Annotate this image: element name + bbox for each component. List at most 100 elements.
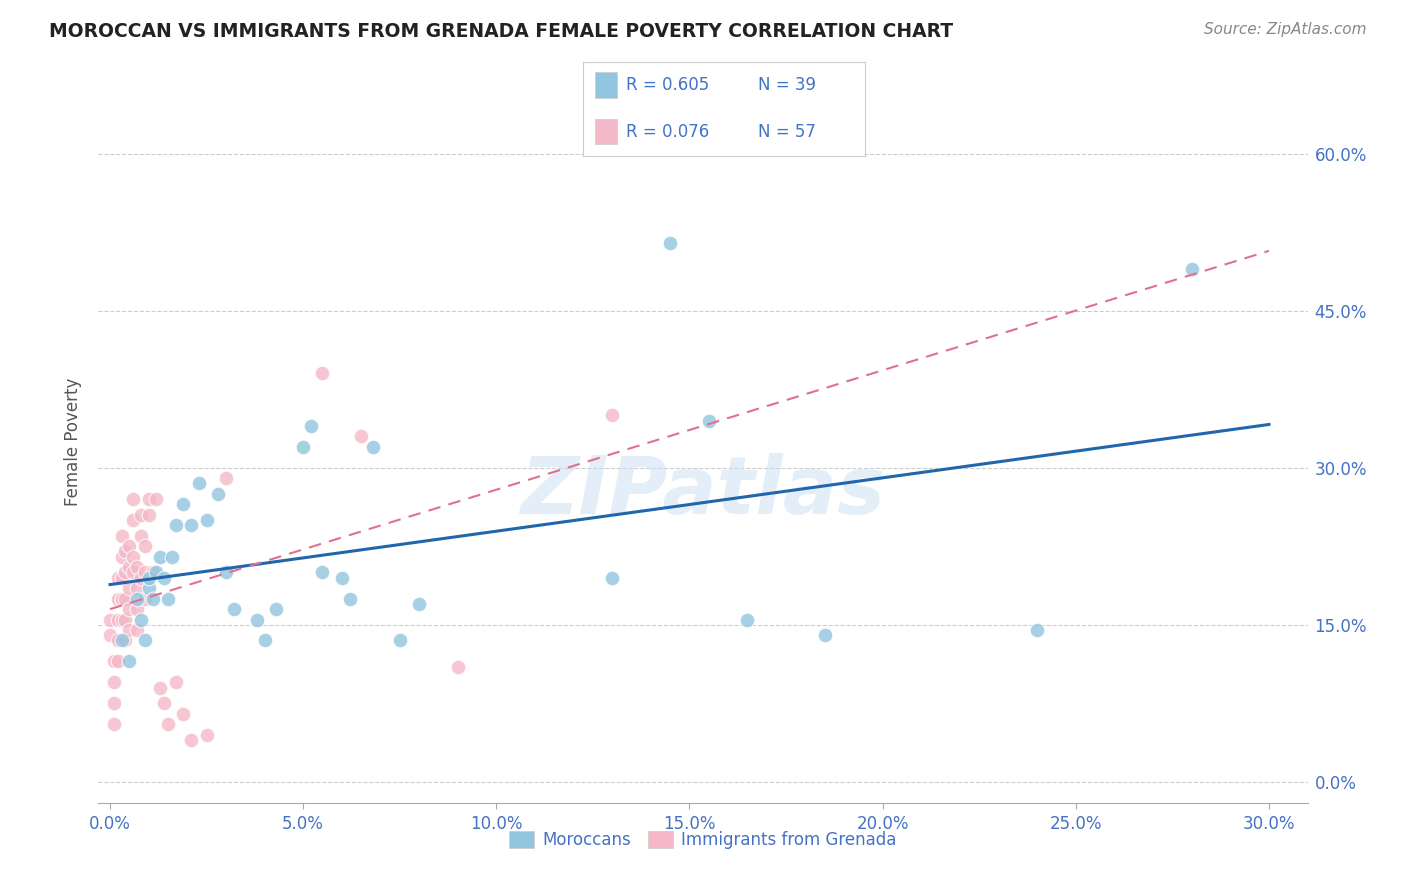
Point	[118, 581, 141, 595]
Point	[103, 696, 125, 710]
Point	[122, 492, 145, 507]
Point	[299, 418, 322, 433]
Point	[138, 581, 160, 595]
Point	[388, 633, 411, 648]
Point	[103, 655, 125, 669]
Point	[600, 571, 623, 585]
Point	[110, 633, 132, 648]
Point	[114, 633, 136, 648]
Point	[125, 560, 148, 574]
Bar	[595, 72, 617, 97]
Point	[114, 591, 136, 606]
Point	[311, 566, 333, 580]
Point	[110, 613, 132, 627]
Point	[187, 476, 209, 491]
Point	[110, 549, 132, 564]
Point	[110, 591, 132, 606]
Bar	[595, 119, 617, 145]
Point	[253, 633, 276, 648]
Point	[118, 560, 141, 574]
Point	[180, 733, 202, 747]
Point	[292, 440, 315, 454]
Point	[107, 655, 129, 669]
Point	[118, 539, 141, 553]
Point	[145, 492, 167, 507]
Point	[107, 613, 129, 627]
Point	[103, 675, 125, 690]
Point	[153, 696, 176, 710]
Point	[138, 508, 160, 522]
Point	[138, 492, 160, 507]
Point	[1026, 623, 1049, 637]
Point	[207, 487, 229, 501]
Point	[138, 571, 160, 585]
Point	[361, 440, 384, 454]
Point	[149, 549, 172, 564]
Text: R = 0.076: R = 0.076	[626, 123, 709, 141]
Point	[264, 602, 287, 616]
Point	[125, 602, 148, 616]
Point	[145, 566, 167, 580]
Text: ZIPatlas: ZIPatlas	[520, 453, 886, 531]
Point	[98, 628, 121, 642]
Point	[118, 655, 141, 669]
Point	[330, 571, 353, 585]
Point	[118, 623, 141, 637]
Text: N = 39: N = 39	[758, 76, 815, 94]
Point	[141, 566, 163, 580]
Legend: Moroccans, Immigrants from Grenada: Moroccans, Immigrants from Grenada	[502, 824, 904, 856]
Point	[814, 628, 837, 642]
Point	[195, 513, 218, 527]
Point	[165, 675, 187, 690]
Point	[737, 613, 759, 627]
Point	[134, 539, 156, 553]
Point	[129, 529, 152, 543]
Point	[215, 471, 238, 485]
Point	[122, 549, 145, 564]
Point	[222, 602, 245, 616]
Point	[172, 706, 194, 721]
Point	[1181, 261, 1204, 276]
Point	[156, 591, 179, 606]
Point	[110, 529, 132, 543]
Point	[134, 633, 156, 648]
Point	[129, 613, 152, 627]
Point	[156, 717, 179, 731]
Point	[107, 591, 129, 606]
Point	[129, 571, 152, 585]
Point	[125, 623, 148, 637]
Y-axis label: Female Poverty: Female Poverty	[65, 377, 83, 506]
Point	[107, 633, 129, 648]
Point	[110, 591, 132, 606]
Point	[195, 728, 218, 742]
Point	[122, 566, 145, 580]
Text: N = 57: N = 57	[758, 123, 815, 141]
Point	[149, 681, 172, 695]
Point	[447, 659, 470, 673]
Point	[600, 409, 623, 423]
Point	[122, 513, 145, 527]
Point	[165, 518, 187, 533]
Point	[350, 429, 373, 443]
Text: Source: ZipAtlas.com: Source: ZipAtlas.com	[1204, 22, 1367, 37]
Point	[408, 597, 430, 611]
Point	[160, 549, 183, 564]
Point	[311, 367, 333, 381]
Point	[114, 613, 136, 627]
Point	[129, 508, 152, 522]
Point	[215, 566, 238, 580]
Point	[339, 591, 361, 606]
Point	[153, 571, 176, 585]
Point	[125, 591, 148, 606]
Point	[141, 591, 163, 606]
Point	[110, 571, 132, 585]
Point	[659, 235, 682, 250]
Point	[134, 566, 156, 580]
Text: MOROCCAN VS IMMIGRANTS FROM GRENADA FEMALE POVERTY CORRELATION CHART: MOROCCAN VS IMMIGRANTS FROM GRENADA FEMA…	[49, 22, 953, 41]
Point	[180, 518, 202, 533]
Point	[103, 717, 125, 731]
Point	[118, 602, 141, 616]
Point	[697, 414, 720, 428]
Point	[246, 613, 269, 627]
Point	[172, 497, 194, 511]
